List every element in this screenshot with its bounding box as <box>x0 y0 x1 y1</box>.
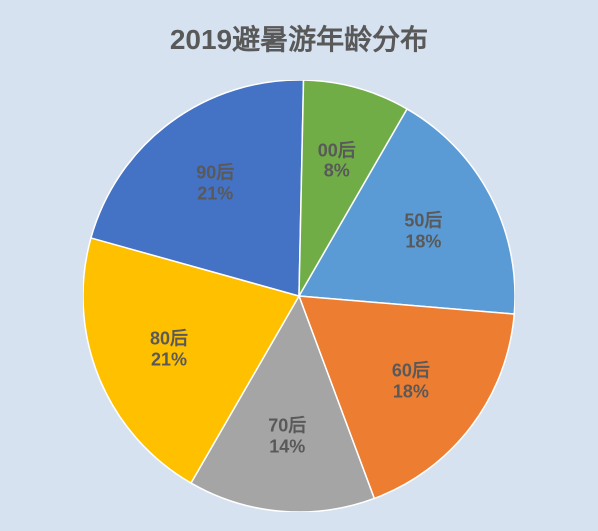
chart-title: 2019避暑游年龄分布 <box>0 18 598 58</box>
slice-label-percent: 18% <box>404 231 442 252</box>
slice-label-percent: 8% <box>318 161 356 182</box>
slice-label-percent: 21% <box>150 349 188 370</box>
slice-label-80后: 80后21% <box>150 328 188 369</box>
slice-label-category: 50后 <box>404 210 442 231</box>
slice-label-50后: 50后18% <box>404 210 442 251</box>
slice-label-category: 90后 <box>196 163 234 184</box>
slice-label-percent: 14% <box>268 436 306 457</box>
slice-label-60后: 60后18% <box>392 360 430 401</box>
slice-label-70后: 70后14% <box>268 415 306 456</box>
pie-chart-container: 2019避暑游年龄分布 50后18%60后18%70后14%80后21%90后2… <box>0 0 598 531</box>
slice-label-category: 80后 <box>150 328 188 349</box>
slice-label-90后: 90后21% <box>196 163 234 204</box>
slice-label-percent: 21% <box>196 183 234 204</box>
slice-label-category: 60后 <box>392 360 430 381</box>
slice-label-percent: 18% <box>392 381 430 402</box>
slice-label-category: 70后 <box>268 415 306 436</box>
pie-area: 50后18%60后18%70后14%80后21%90后21%00后8% <box>83 80 515 512</box>
slice-label-00后: 00后8% <box>318 140 356 181</box>
slice-label-category: 00后 <box>318 140 356 161</box>
